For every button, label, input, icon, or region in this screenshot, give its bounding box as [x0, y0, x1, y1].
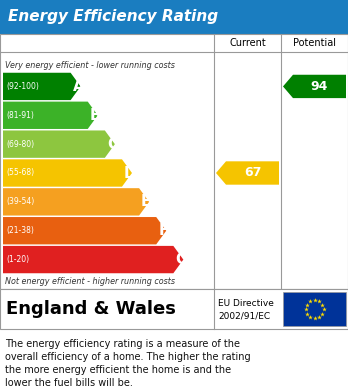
Polygon shape — [3, 217, 166, 244]
Text: A: A — [73, 79, 84, 94]
Polygon shape — [3, 102, 98, 129]
Text: (81-91): (81-91) — [6, 111, 34, 120]
Text: Not energy efficient - higher running costs: Not energy efficient - higher running co… — [5, 276, 175, 285]
Text: Current: Current — [229, 38, 266, 48]
Text: 2002/91/EC: 2002/91/EC — [218, 312, 270, 321]
Text: 94: 94 — [311, 80, 328, 93]
Text: Potential: Potential — [293, 38, 336, 48]
Text: B: B — [90, 108, 101, 123]
Polygon shape — [3, 159, 132, 187]
Bar — [0, 0, 348, 34]
Polygon shape — [3, 246, 183, 273]
Text: (1-20): (1-20) — [6, 255, 29, 264]
Text: F: F — [158, 223, 168, 238]
Text: EU Directive: EU Directive — [218, 298, 274, 307]
Text: 67: 67 — [244, 167, 261, 179]
Text: (39-54): (39-54) — [6, 197, 34, 206]
Text: (21-38): (21-38) — [6, 226, 34, 235]
Polygon shape — [3, 73, 81, 100]
Text: lower the fuel bills will be.: lower the fuel bills will be. — [5, 378, 133, 388]
Bar — [0, 289, 348, 329]
Polygon shape — [216, 161, 279, 185]
Polygon shape — [3, 131, 115, 158]
Text: (92-100): (92-100) — [6, 82, 39, 91]
Text: The energy efficiency rating is a measure of the: The energy efficiency rating is a measur… — [5, 339, 240, 349]
Text: (55-68): (55-68) — [6, 169, 34, 178]
Text: G: G — [175, 252, 188, 267]
Text: C: C — [107, 136, 118, 152]
Text: England & Wales: England & Wales — [6, 300, 176, 318]
Text: (69-80): (69-80) — [6, 140, 34, 149]
Text: Very energy efficient - lower running costs: Very energy efficient - lower running co… — [5, 61, 175, 70]
Polygon shape — [3, 188, 149, 215]
Text: D: D — [124, 165, 137, 181]
Text: E: E — [141, 194, 151, 209]
Bar — [0, 34, 348, 289]
Text: Energy Efficiency Rating: Energy Efficiency Rating — [8, 9, 218, 25]
Text: overall efficiency of a home. The higher the rating: overall efficiency of a home. The higher… — [5, 352, 251, 362]
Text: the more energy efficient the home is and the: the more energy efficient the home is an… — [5, 365, 231, 375]
Polygon shape — [283, 75, 346, 98]
Bar — [283, 292, 346, 326]
